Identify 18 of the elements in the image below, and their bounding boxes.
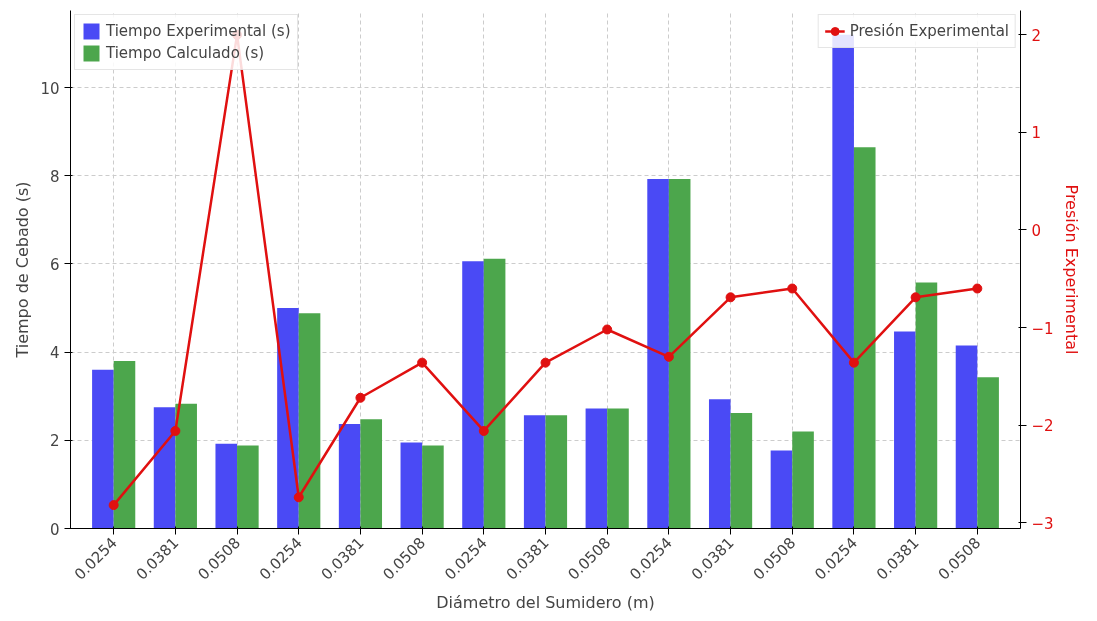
y-tick-label: 10 [40, 79, 60, 98]
y2-axis-title: Presión Experimental [1061, 184, 1081, 355]
y2-tick-label: −1 [1031, 319, 1054, 338]
y-tick-label: 0 [49, 520, 60, 539]
y2-tick-label: −2 [1031, 417, 1054, 436]
legend-label: Tiempo Experimental (s) [106, 22, 291, 40]
y-tick-label: 6 [49, 255, 60, 274]
y-axis-title: Tiempo de Cebado (s) [13, 181, 33, 359]
legend-label: Tiempo Calculado (s) [106, 44, 265, 62]
y2-tick-label: −3 [1031, 514, 1054, 533]
y2-tick-label: 1 [1031, 124, 1042, 143]
legend-label: Presión Experimental [849, 22, 1009, 40]
x-axis-title: Diámetro del Sumidero (m) [436, 593, 655, 613]
y-tick-label: 2 [49, 432, 60, 451]
y-tick-label: 8 [49, 167, 60, 186]
y2-tick-label: 2 [1031, 26, 1042, 45]
y-tick-label: 4 [49, 344, 60, 363]
y2-tick-label: 0 [1031, 221, 1042, 240]
